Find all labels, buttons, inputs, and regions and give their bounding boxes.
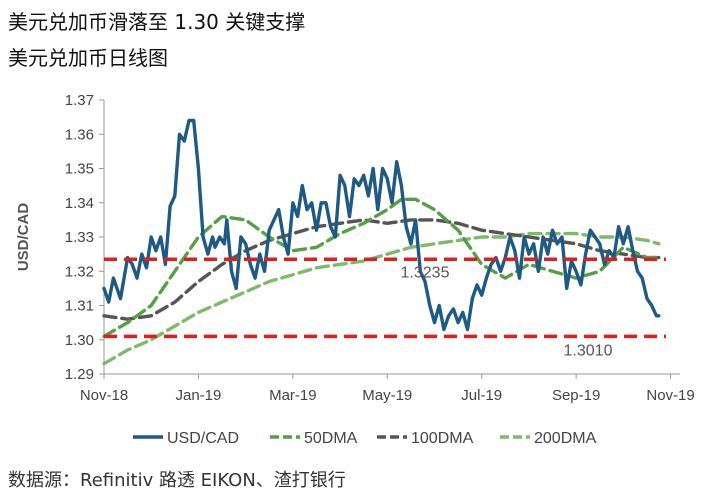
- x-tick-label: Jul-19: [461, 387, 502, 404]
- legend-label-dma200-line: 200DMA: [534, 430, 597, 447]
- y-tick-label: 1.33: [65, 229, 94, 246]
- chart-title: 美元兑加币滑落至 1.30 关键支撑: [8, 10, 306, 34]
- axes: 1.29 1.30 1.31 1.32 1.33 1.34 1.35 1.36 1.37 Nov-…: [15, 92, 695, 404]
- support-label-1-3010: 1.3010: [564, 342, 613, 359]
- x-tick-label: Jan-19: [175, 387, 221, 404]
- support-lines: 1.3235 1.3010: [104, 257, 666, 359]
- y-tick-label: 1.34: [65, 195, 94, 212]
- y-tick-label: 1.36: [65, 126, 94, 143]
- usdcad-line: [102, 118, 661, 332]
- y-tick-label: 1.29: [65, 366, 94, 383]
- chart-subtitle: 美元兑加币日线图: [8, 46, 168, 70]
- y-tick-label: 1.37: [65, 92, 94, 109]
- legend-label-dma50-line: 50DMA: [304, 430, 358, 447]
- x-tick-label: Sep-19: [552, 387, 600, 404]
- support-label-1-3235: 1.3235: [401, 264, 450, 281]
- dma100-line: [102, 218, 661, 321]
- dma200-line: [102, 231, 661, 366]
- x-tick-label: May-19: [362, 387, 412, 404]
- y-tick-label: 1.35: [65, 161, 94, 178]
- legend-label-dma100-line: 100DMA: [411, 430, 474, 447]
- y-axis-label: USD/CAD: [15, 203, 32, 272]
- y-tick-label: 1.31: [65, 298, 94, 315]
- y-tick-label: 1.30: [65, 332, 94, 349]
- plot-lines: [102, 118, 661, 366]
- usdcad-daily-chart: 1.29 1.30 1.31 1.32 1.33 1.34 1.35 1.36 1.37 Nov-…: [15, 92, 695, 447]
- legend: USD/CAD 50DMA 100DMA 200DMA: [133, 430, 597, 447]
- data-source-note: 数据源：Refinitiv 路透 EIKON、渣打银行: [8, 470, 346, 491]
- x-tick-label: Nov-19: [646, 387, 694, 404]
- y-tick-label: 1.32: [65, 263, 94, 280]
- x-tick-label: Mar-19: [269, 387, 317, 404]
- x-tick-label: Nov-18: [80, 387, 128, 404]
- legend-label-usdcad-line: USD/CAD: [167, 430, 239, 447]
